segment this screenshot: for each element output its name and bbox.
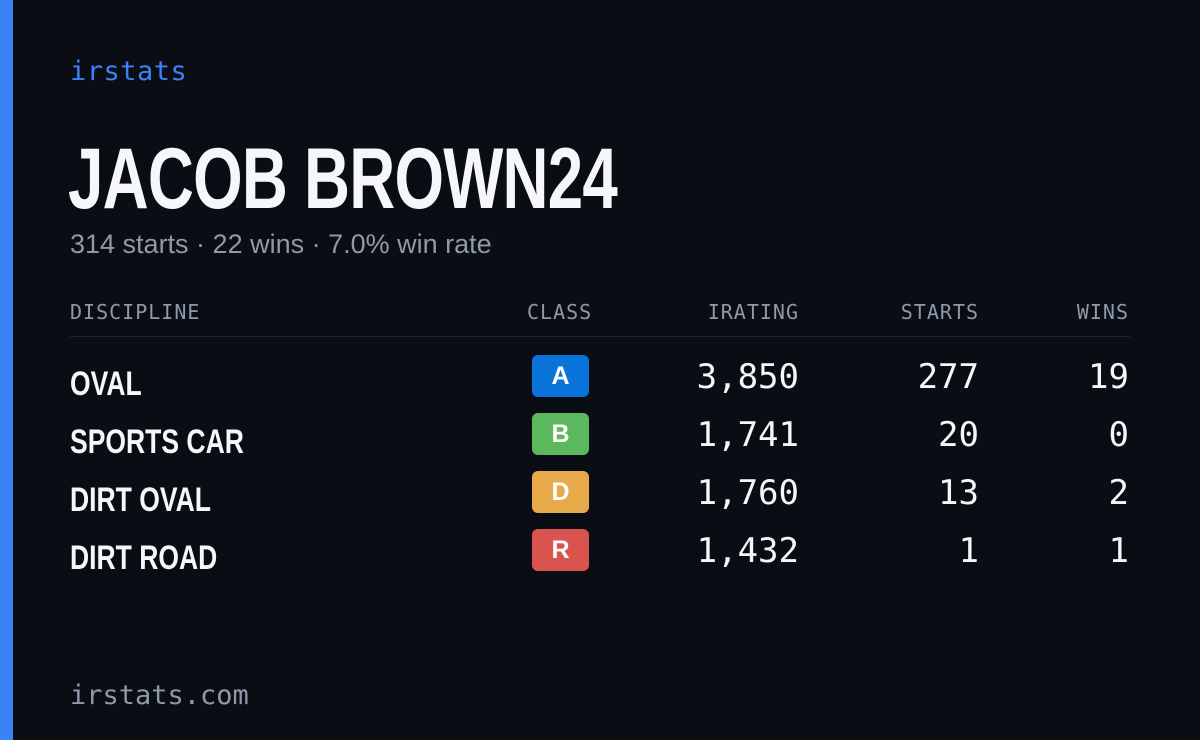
table-row: DIRT ROAD R 1,432 1 1 [70, 527, 1130, 585]
discipline-name: DIRT OVAL [70, 481, 211, 519]
driver-name-title: JACOB BROWN24 [68, 131, 618, 227]
table-row: OVAL A 3,850 277 19 [70, 353, 1130, 411]
starts-value: 20 [938, 415, 979, 455]
table-row: DIRT OVAL D 1,760 13 2 [70, 469, 1130, 527]
site-url: irstats.com [70, 680, 249, 711]
license-class-badge: R [532, 529, 589, 571]
starts-value: 13 [938, 473, 979, 513]
irating-value: 1,432 [696, 531, 799, 571]
starts-value: 277 [917, 357, 979, 397]
wins-value: 0 [1108, 415, 1129, 455]
header-irating: IRATING [707, 300, 799, 324]
table-row: SPORTS CAR B 1,741 20 0 [70, 411, 1130, 469]
table-header: DISCIPLINE CLASS IRATING STARTS WINS [70, 296, 1130, 337]
header-wins: WINS [1076, 300, 1129, 324]
accent-bar [0, 0, 13, 740]
header-discipline: DISCIPLINE [70, 300, 201, 324]
wins-value: 1 [1108, 531, 1129, 571]
irating-value: 1,760 [696, 473, 799, 513]
header-starts: STARTS [900, 300, 979, 324]
irating-value: 1,741 [696, 415, 799, 455]
brand-logo-text: irstats [70, 56, 188, 87]
license-class-badge: A [532, 355, 589, 397]
table-body: OVAL A 3,850 277 19 SPORTS CAR B 1,741 2… [70, 353, 1130, 585]
career-summary: 314 starts · 22 wins · 7.0% win rate [70, 229, 492, 259]
discipline-stats-table: DISCIPLINE CLASS IRATING STARTS WINS OVA… [70, 296, 1130, 577]
discipline-name: OVAL [70, 365, 142, 403]
starts-value: 1 [958, 531, 979, 571]
discipline-name: SPORTS CAR [70, 423, 244, 461]
header-class: CLASS [527, 300, 593, 324]
license-class-badge: D [532, 471, 589, 513]
wins-value: 2 [1108, 473, 1129, 513]
wins-value: 19 [1088, 357, 1129, 397]
license-class-badge: B [532, 413, 589, 455]
discipline-name: DIRT ROAD [70, 539, 218, 577]
irating-value: 3,850 [696, 357, 799, 397]
